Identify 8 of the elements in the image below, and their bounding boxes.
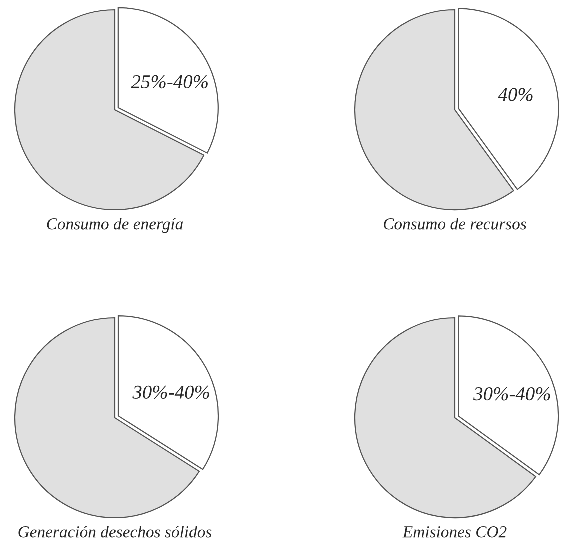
text: Generación desechos sólidos (18, 526, 212, 538)
text: 30%-40% (132, 386, 210, 400)
data-label: 40% (498, 88, 533, 102)
text: 30%-40% (474, 388, 550, 401)
text: Consumo de energía (47, 218, 184, 234)
text: Consumo de recursos (384, 218, 526, 230)
text: Emisiones CO2 (402, 526, 507, 538)
text: 25%-40% (131, 75, 208, 89)
